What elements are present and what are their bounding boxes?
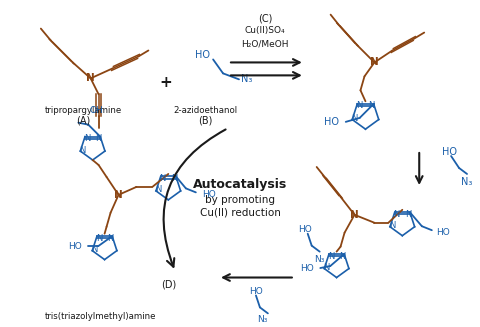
- Text: tris(triazolylmethyl)amine: tris(triazolylmethyl)amine: [45, 312, 156, 321]
- Text: N: N: [389, 221, 395, 230]
- Text: HO: HO: [298, 225, 312, 234]
- Text: Autocatalysis: Autocatalysis: [193, 179, 287, 191]
- Text: HO: HO: [436, 228, 450, 237]
- Text: N: N: [114, 190, 123, 200]
- Text: N: N: [350, 210, 359, 220]
- Text: HO: HO: [442, 147, 457, 157]
- Text: HO: HO: [324, 117, 339, 127]
- Text: HO: HO: [300, 264, 314, 272]
- Text: N: N: [86, 73, 95, 83]
- Text: N: N: [107, 234, 113, 243]
- Text: N: N: [155, 185, 161, 195]
- Text: N: N: [356, 101, 362, 111]
- Text: N: N: [328, 251, 334, 261]
- Text: N₃: N₃: [241, 74, 252, 84]
- Text: N: N: [394, 210, 400, 219]
- Text: HO: HO: [202, 190, 216, 199]
- Text: N₃: N₃: [257, 315, 267, 324]
- Text: by promoting: by promoting: [205, 195, 275, 205]
- Text: N: N: [323, 263, 329, 272]
- Text: Cu(II)SO₄: Cu(II)SO₄: [245, 26, 285, 35]
- Text: N: N: [370, 58, 379, 67]
- Text: N: N: [84, 134, 90, 143]
- Text: +: +: [159, 75, 172, 90]
- Text: N: N: [405, 210, 411, 219]
- Text: HO: HO: [249, 287, 263, 296]
- Text: N: N: [369, 101, 375, 111]
- Text: N: N: [351, 114, 358, 123]
- Text: N₃: N₃: [461, 177, 472, 187]
- Text: (D): (D): [161, 280, 176, 289]
- Text: N: N: [79, 146, 85, 155]
- Text: H₂O/MeOH: H₂O/MeOH: [241, 39, 288, 48]
- Text: Cu(II) reduction: Cu(II) reduction: [200, 208, 280, 218]
- Text: N₃: N₃: [314, 255, 324, 264]
- Text: (C): (C): [258, 14, 272, 24]
- Text: (B): (B): [198, 115, 212, 125]
- Text: N: N: [171, 174, 177, 183]
- Text: 2-azidoethanol: 2-azidoethanol: [173, 106, 237, 115]
- Text: N: N: [96, 234, 102, 243]
- Text: N: N: [95, 134, 101, 143]
- Text: tripropargylamine: tripropargylamine: [45, 106, 122, 115]
- Text: N: N: [159, 174, 166, 183]
- Text: (A): (A): [76, 115, 91, 125]
- Text: HO: HO: [69, 242, 82, 250]
- Text: OH: OH: [89, 106, 103, 115]
- Text: HO: HO: [195, 50, 210, 60]
- Text: N: N: [339, 251, 346, 261]
- Text: N: N: [91, 245, 97, 254]
